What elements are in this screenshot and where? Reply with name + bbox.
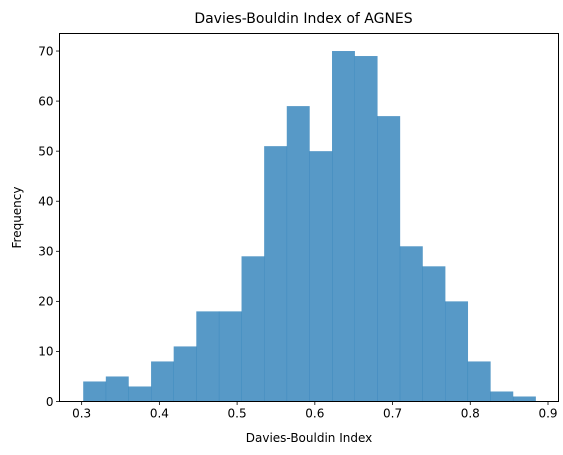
chart-title: Davies-Bouldin Index of AGNES: [194, 11, 412, 27]
y-tick-label: 20: [38, 295, 53, 309]
x-tick-label: 0.5: [228, 407, 247, 421]
histogram-bar: [422, 266, 446, 402]
x-axis-label: Davies-Bouldin Index: [246, 431, 373, 445]
histogram-bar: [218, 311, 242, 402]
x-tick-label: 0.3: [72, 407, 91, 421]
histogram-bar: [490, 391, 514, 402]
x-tick-label: 0.4: [150, 407, 169, 421]
histogram-bar: [151, 361, 174, 402]
histogram-bar: [264, 146, 288, 402]
y-tick-label: 70: [38, 44, 53, 58]
histogram-bar: [241, 256, 265, 402]
x-tick-label: 0.6: [305, 407, 324, 421]
histogram-bar: [512, 396, 536, 402]
histogram-bar: [196, 311, 220, 402]
plot-frame: [59, 33, 559, 402]
histogram-bar: [332, 51, 355, 402]
y-axis-label: Frequency: [10, 187, 24, 249]
histogram-bars: [83, 51, 536, 402]
y-tick-label: 50: [38, 144, 53, 158]
y-tick-label: 40: [38, 195, 53, 209]
x-tick-label: 0.8: [461, 407, 480, 421]
histogram-bar: [399, 246, 423, 402]
histogram-bar: [286, 106, 310, 402]
histogram-bar: [445, 301, 469, 402]
histogram-bar: [105, 376, 129, 402]
histogram-bar: [467, 361, 491, 402]
x-tick-label: 0.7: [383, 407, 402, 421]
y-tick-label: 0: [46, 395, 54, 409]
histogram-bar: [128, 386, 152, 402]
histogram-bar: [377, 116, 401, 402]
y-axis-ticks: 0 10 20 30 40 50 60 70: [38, 44, 60, 409]
histogram-bar: [173, 346, 197, 402]
y-tick-label: 30: [38, 245, 53, 259]
y-tick-label: 60: [38, 94, 53, 108]
y-tick-label: 10: [38, 345, 53, 359]
x-axis-ticks: 0.3 0.4 0.5 0.6 0.7 0.8 0.9: [72, 401, 558, 421]
histogram-bar: [354, 56, 378, 402]
histogram-bar: [83, 381, 107, 402]
x-tick-label: 0.9: [538, 407, 557, 421]
histogram-bar: [309, 151, 333, 402]
